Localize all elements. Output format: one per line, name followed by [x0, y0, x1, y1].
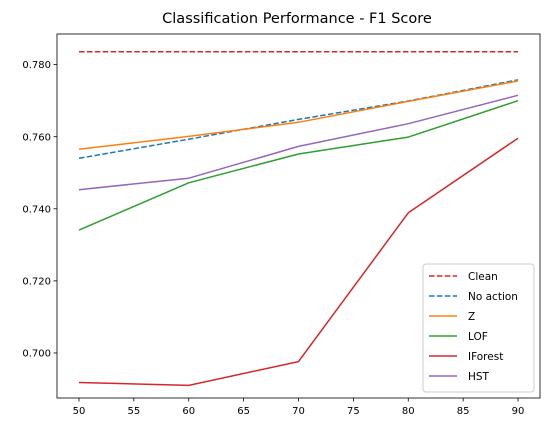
series-line-z — [78, 80, 519, 151]
x-tick-label: 70 — [292, 406, 305, 417]
y-tick-label: 0.760 — [22, 132, 51, 143]
x-tick-label: 65 — [237, 406, 250, 417]
x-tick-label: 90 — [512, 406, 525, 417]
x-tick-label: 55 — [127, 406, 140, 417]
legend-label: HST — [468, 371, 490, 383]
y-tick-label: 0.740 — [22, 204, 51, 215]
legend-label: LOF — [468, 331, 488, 343]
y-tick-label: 0.700 — [22, 349, 51, 360]
legend-label: Z — [468, 311, 475, 323]
plot-area — [78, 50, 519, 387]
x-tick-label: 60 — [182, 406, 195, 417]
x-tick-label: 85 — [457, 406, 470, 417]
y-tick-label: 0.720 — [22, 276, 51, 287]
x-tick-label: 50 — [73, 406, 86, 417]
x-tick-label: 80 — [402, 406, 415, 417]
x-tick-label: 75 — [347, 406, 360, 417]
legend-label: No action — [468, 291, 518, 303]
legend-label: Clean — [468, 271, 498, 283]
chart-title: Classification Performance - F1 Score — [162, 11, 432, 27]
legend-box — [422, 263, 535, 393]
legend: Clean No action Z LOF IForest HST — [422, 263, 535, 393]
y-tick-label: 0.780 — [22, 60, 51, 71]
axes: 50 55 60 65 70 75 80 85 90 0.700 0.720 0.740 0.760 0.… — [22, 33, 541, 417]
series-line-iforest — [78, 137, 519, 387]
series-line-lof — [78, 99, 519, 231]
legend-label: IForest — [468, 351, 503, 363]
series-line-hst — [78, 94, 519, 191]
